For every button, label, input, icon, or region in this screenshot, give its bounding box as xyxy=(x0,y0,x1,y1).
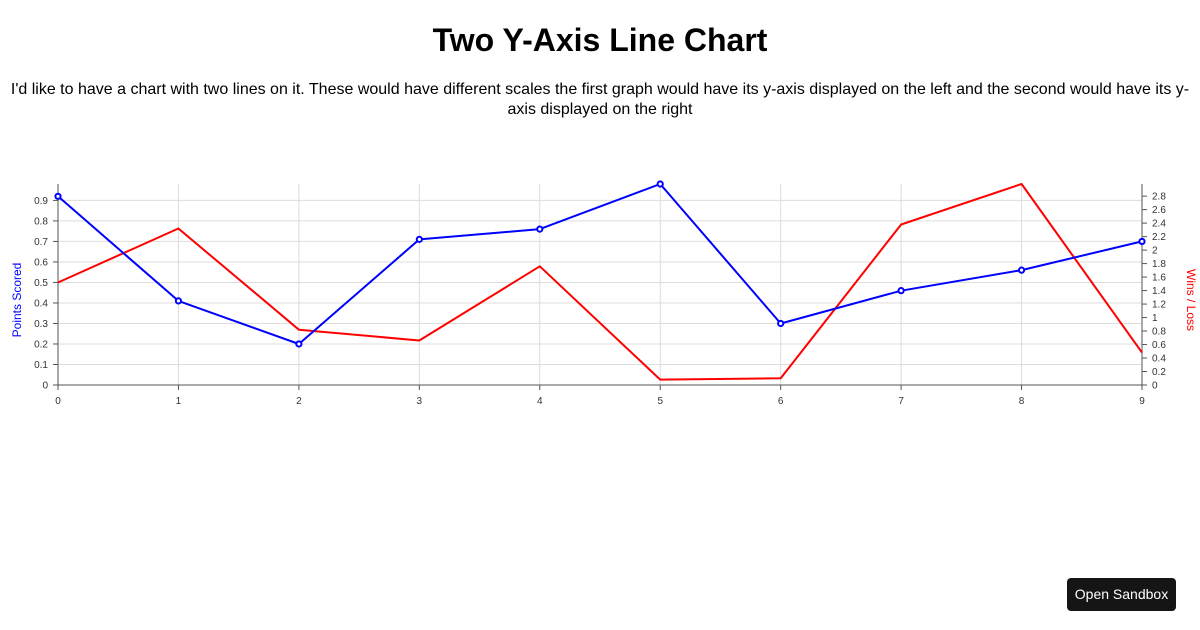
data-point-points-scored xyxy=(415,235,423,243)
left-y-tick-label: 0.2 xyxy=(34,339,48,350)
x-tick-label: 2 xyxy=(296,396,302,407)
data-point-points-scored xyxy=(777,319,785,328)
right-y-tick-label: 1.6 xyxy=(1152,273,1166,284)
left-y-tick-label: 0.8 xyxy=(34,216,48,227)
left-y-tick-label: 0.3 xyxy=(34,319,48,330)
left-y-tick-label: 0.9 xyxy=(34,196,48,207)
x-tick-label: 9 xyxy=(1139,396,1145,407)
right-y-tick-label: 2.8 xyxy=(1152,192,1166,203)
data-point-points-scored xyxy=(1017,266,1026,274)
right-y-tick-label: 0 xyxy=(1152,381,1158,392)
x-tick-label: 4 xyxy=(537,396,543,407)
x-tick-label: 7 xyxy=(898,396,904,407)
left-y-axis: 0 0.1 0.2 0.3 0.4 0.5 0.6 0.7 0.8 0.9 xyxy=(34,184,59,392)
left-y-tick-label: 0.4 xyxy=(34,298,48,309)
right-y-tick-label: 2.2 xyxy=(1152,232,1166,243)
series-line-wins-loss xyxy=(57,183,1143,381)
right-axis-label: Wins / Loss xyxy=(1184,269,1198,331)
x-tick-label: 5 xyxy=(657,396,663,407)
x-tick-label: 3 xyxy=(417,396,423,407)
series-line-points-scored xyxy=(57,183,1143,345)
left-y-tick-label: 0 xyxy=(42,381,48,392)
right-y-tick-label: 0.4 xyxy=(1152,354,1166,365)
page-description: I'd like to have a chart with two lines … xyxy=(10,81,1190,118)
data-point-points-scored xyxy=(1138,237,1146,246)
series-layer xyxy=(54,180,1146,381)
data-point-points-scored xyxy=(174,297,183,305)
x-tick-label: 6 xyxy=(778,396,784,407)
chart-grid xyxy=(57,184,1143,386)
right-y-tick-label: 1.8 xyxy=(1152,259,1166,270)
x-tick-label: 1 xyxy=(176,396,182,407)
data-point-points-scored xyxy=(536,225,544,233)
left-y-tick-label: 0.6 xyxy=(34,257,48,268)
right-y-tick-label: 1.4 xyxy=(1152,286,1166,297)
right-y-tick-label: 0.6 xyxy=(1152,340,1166,351)
right-y-tick-label: 0.2 xyxy=(1152,367,1166,378)
data-point-points-scored xyxy=(897,287,905,295)
right-y-axis: 0 0.2 0.4 0.6 0.8 1 1.2 1.4 1.6 1.8 2 2.2 2.4 2.6 2.8 xyxy=(1141,184,1166,392)
open-sandbox-button[interactable]: Open Sandbox xyxy=(1067,578,1176,611)
left-y-tick-label: 0.1 xyxy=(34,360,48,371)
data-point-points-scored xyxy=(656,180,664,188)
right-y-tick-label: 1 xyxy=(1152,313,1158,324)
left-y-tick-label: 0.5 xyxy=(34,278,48,289)
left-y-tick-label: 0.7 xyxy=(34,237,48,248)
x-tick-label: 8 xyxy=(1019,396,1025,407)
page-title: Two Y-Axis Line Chart xyxy=(432,22,768,58)
right-y-tick-label: 2.4 xyxy=(1152,219,1166,230)
right-y-tick-label: 2.6 xyxy=(1152,205,1166,216)
data-point-points-scored xyxy=(54,192,62,200)
x-axis: 0 1 2 3 4 5 6 7 8 9 xyxy=(55,384,1145,407)
right-y-tick-label: 2 xyxy=(1152,246,1158,257)
right-y-tick-label: 0.8 xyxy=(1152,327,1166,338)
data-point-points-scored xyxy=(295,340,303,348)
dual-axis-line-chart: 00.10.20.30.40.50.60.70.80.9 00.20.40.60… xyxy=(10,180,1198,407)
right-y-tick-label: 1.2 xyxy=(1152,300,1166,311)
left-axis-label: Points Scored xyxy=(10,263,24,338)
x-tick-label: 0 xyxy=(55,396,61,407)
